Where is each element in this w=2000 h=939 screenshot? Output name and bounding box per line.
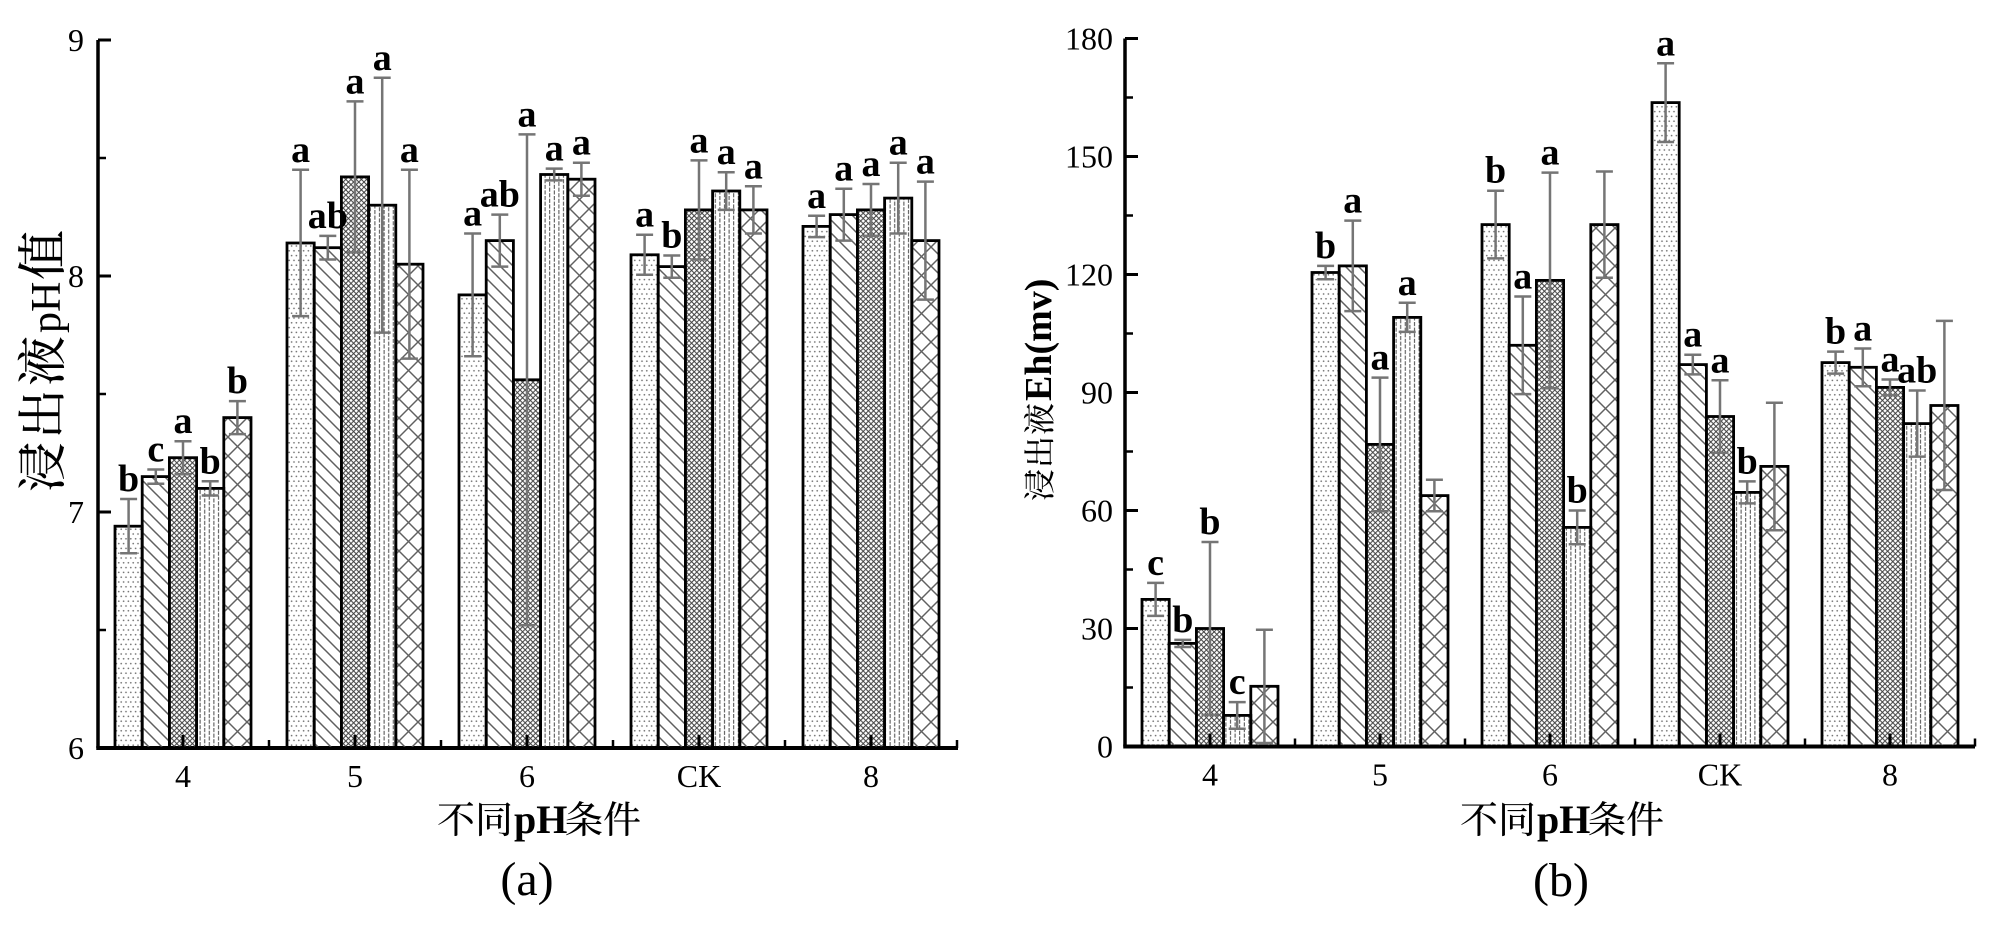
svg-text:a: a [1513, 256, 1532, 298]
svg-text:a: a [889, 122, 908, 164]
svg-text:a: a [373, 37, 392, 79]
svg-text:6: 6 [68, 730, 84, 766]
svg-text:8: 8 [68, 258, 84, 294]
svg-text:a: a [717, 131, 736, 173]
svg-text:a: a [545, 128, 564, 170]
svg-text:a: a [1541, 132, 1560, 174]
svg-text:b: b [1485, 150, 1506, 192]
svg-text:a: a [1398, 262, 1417, 304]
svg-text:a: a [1683, 314, 1702, 356]
svg-text:a: a [400, 129, 419, 171]
svg-text:30: 30 [1081, 611, 1113, 647]
svg-text:4: 4 [1202, 757, 1218, 793]
svg-text:c: c [1147, 542, 1164, 584]
svg-text:a: a [1371, 337, 1390, 379]
svg-text:b: b [1737, 440, 1758, 482]
svg-text:(b): (b) [1533, 854, 1589, 907]
svg-text:b: b [1315, 225, 1336, 267]
svg-text:b: b [1567, 470, 1588, 512]
svg-text:c: c [1229, 661, 1246, 703]
svg-text:0: 0 [1097, 729, 1113, 765]
svg-text:a: a [291, 129, 310, 171]
svg-text:180: 180 [1065, 21, 1113, 57]
svg-text:60: 60 [1081, 493, 1113, 529]
svg-text:a: a [635, 194, 654, 236]
svg-text:c: c [147, 429, 164, 471]
svg-text:6: 6 [519, 758, 535, 794]
svg-text:a: a [690, 119, 709, 161]
svg-text:120: 120 [1065, 257, 1113, 293]
svg-text:90: 90 [1081, 375, 1113, 411]
svg-text:a: a [174, 400, 193, 442]
svg-text:4: 4 [175, 758, 191, 794]
svg-text:ab: ab [308, 195, 348, 237]
svg-text:5: 5 [1372, 757, 1388, 793]
svg-text:b: b [118, 458, 139, 500]
svg-text:6: 6 [1542, 757, 1558, 793]
svg-text:a: a [1656, 22, 1675, 64]
svg-text:a: a [518, 93, 537, 135]
svg-text:b: b [200, 440, 221, 482]
svg-text:a: a [834, 148, 853, 190]
svg-text:b: b [1199, 501, 1220, 543]
svg-text:ab: ab [480, 174, 520, 216]
svg-text:a: a [1881, 339, 1900, 381]
svg-text:pH: pH [1537, 797, 1590, 842]
svg-text:8: 8 [863, 758, 879, 794]
svg-text:7: 7 [68, 494, 84, 530]
svg-text:a: a [744, 145, 763, 187]
svg-text:a: a [862, 143, 881, 185]
svg-text:9: 9 [68, 22, 84, 58]
svg-text:b: b [1172, 599, 1193, 641]
svg-text:a: a [1343, 180, 1362, 222]
svg-text:(a): (a) [500, 853, 553, 906]
svg-text:a: a [1711, 339, 1730, 381]
svg-text:Eh(mv): Eh(mv) [1018, 279, 1060, 401]
svg-text:a: a [807, 175, 826, 217]
svg-text:pH: pH [24, 282, 70, 333]
svg-text:a: a [916, 141, 935, 183]
svg-text:ab: ab [1897, 350, 1937, 392]
svg-text:b: b [661, 215, 682, 257]
svg-text:CK: CK [677, 758, 721, 794]
svg-text:a: a [346, 60, 365, 102]
svg-text:a: a [1853, 308, 1872, 350]
svg-text:pH: pH [514, 797, 567, 842]
svg-text:b: b [227, 360, 248, 402]
svg-text:b: b [1825, 311, 1846, 353]
svg-text:150: 150 [1065, 139, 1113, 175]
svg-text:CK: CK [1698, 757, 1742, 793]
svg-text:5: 5 [347, 758, 363, 794]
svg-text:8: 8 [1882, 757, 1898, 793]
svg-text:a: a [463, 193, 482, 235]
svg-text:a: a [572, 122, 591, 164]
